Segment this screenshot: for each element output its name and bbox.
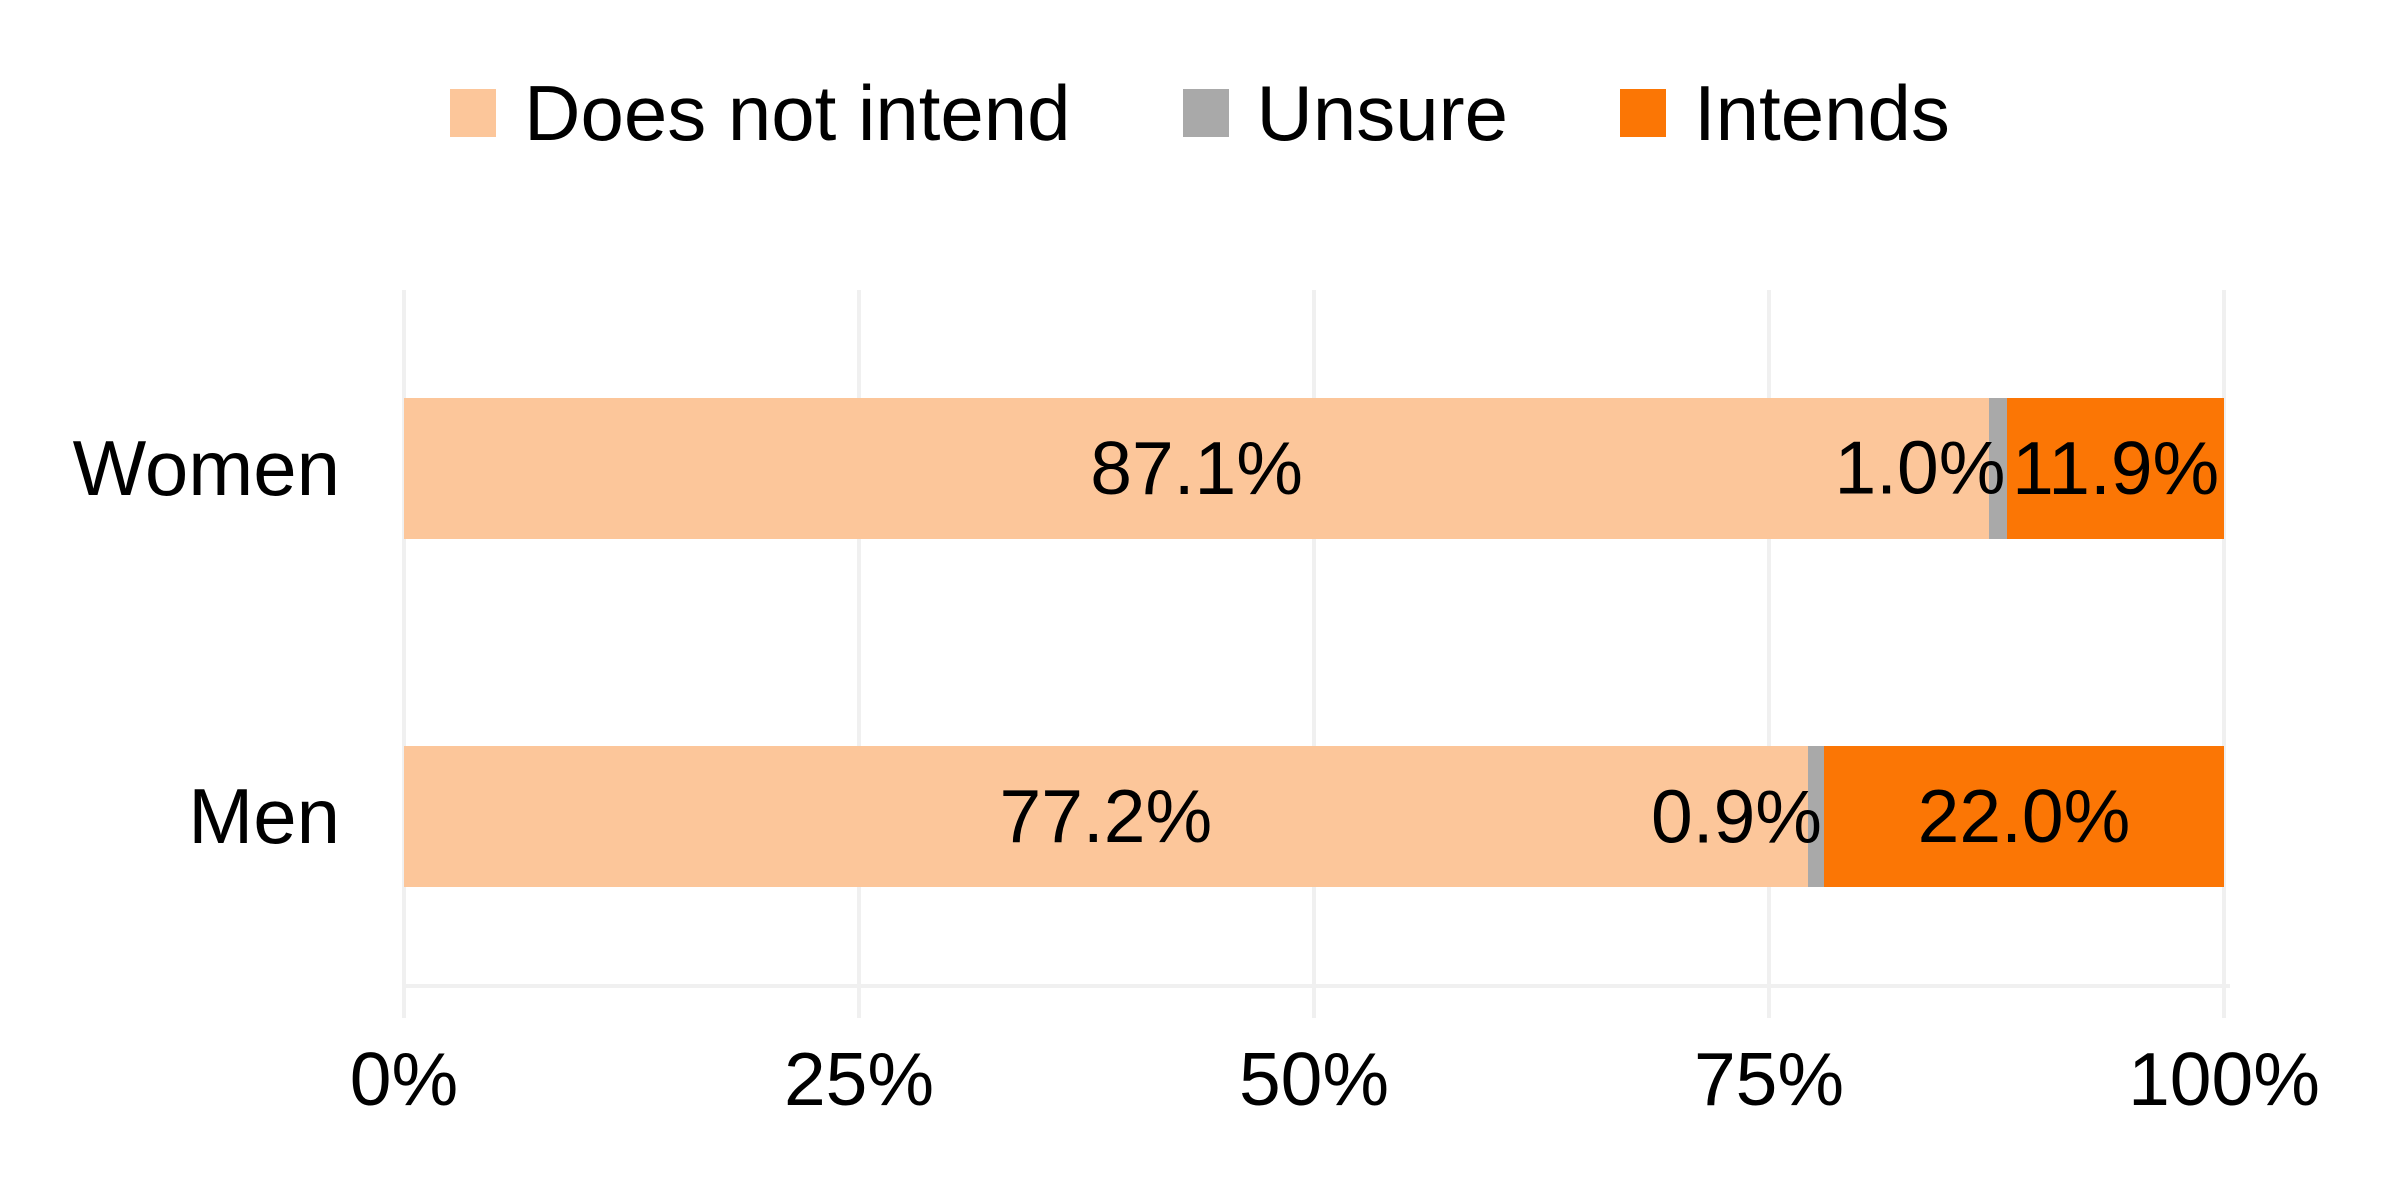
bar-row-men: 77.2% 0.9% 22.0% bbox=[404, 746, 2224, 888]
data-label-men-unsure: 0.9% bbox=[1651, 774, 1822, 859]
x-axis-line bbox=[402, 984, 2230, 988]
category-label-women: Women bbox=[72, 423, 340, 512]
legend-swatch-unsure-icon bbox=[1182, 89, 1229, 137]
bar-segment-men-does-not-intend: 77.2% bbox=[404, 746, 1808, 888]
data-label-men-does-not-intend: 77.2% bbox=[999, 774, 1213, 859]
x-tick-label-0: 0% bbox=[349, 1037, 459, 1121]
bar-segment-women-does-not-intend: 87.1% bbox=[404, 397, 1990, 539]
x-tick-label-100: 100% bbox=[2128, 1037, 2320, 1121]
gridline-0 bbox=[402, 290, 406, 1018]
chart-legend: Does not intend Unsure Intends bbox=[0, 74, 2400, 152]
gridline-25 bbox=[857, 290, 861, 1018]
x-tick-label-75: 75% bbox=[1693, 1037, 1845, 1121]
plot-area: 87.1% 1.0% 11.9% 77.2% 0.9% 22.0% bbox=[402, 290, 2230, 1018]
legend-item-does-not-intend: Does not intend bbox=[450, 69, 1071, 157]
x-tick-label-50: 50% bbox=[1238, 1037, 1390, 1121]
data-label-women-does-not-intend: 87.1% bbox=[1090, 425, 1303, 510]
bar-segment-men-unsure: 0.9% bbox=[1651, 746, 1824, 888]
legend-swatch-does-not-intend-icon bbox=[450, 89, 497, 137]
category-label-men: Men bbox=[188, 772, 340, 861]
legend-label-does-not-intend: Does not intend bbox=[524, 69, 1071, 157]
bar-segment-women-intends: 11.9% bbox=[2007, 397, 2224, 539]
gridline-100 bbox=[2222, 290, 2226, 1018]
x-tick-label-25: 25% bbox=[783, 1037, 935, 1121]
legend-item-unsure: Unsure bbox=[1182, 69, 1508, 157]
legend-swatch-intends-icon bbox=[1619, 89, 1666, 137]
legend-label-unsure: Unsure bbox=[1256, 69, 1508, 157]
data-label-women-unsure: 1.0% bbox=[1834, 425, 2006, 510]
bar-row-women: 87.1% 1.0% 11.9% bbox=[404, 397, 2224, 539]
bar-segment-women-unsure: 1.0% bbox=[1834, 397, 2008, 539]
data-label-men-intends: 22.0% bbox=[1917, 774, 2131, 859]
gridline-50 bbox=[1312, 290, 1316, 1018]
bar-segment-men-intends: 22.0% bbox=[1824, 746, 2224, 888]
data-label-women-intends: 11.9% bbox=[2012, 425, 2220, 510]
legend-item-intends: Intends bbox=[1619, 69, 1950, 157]
gridline-75 bbox=[1767, 290, 1771, 1018]
legend-label-intends: Intends bbox=[1693, 69, 1950, 157]
